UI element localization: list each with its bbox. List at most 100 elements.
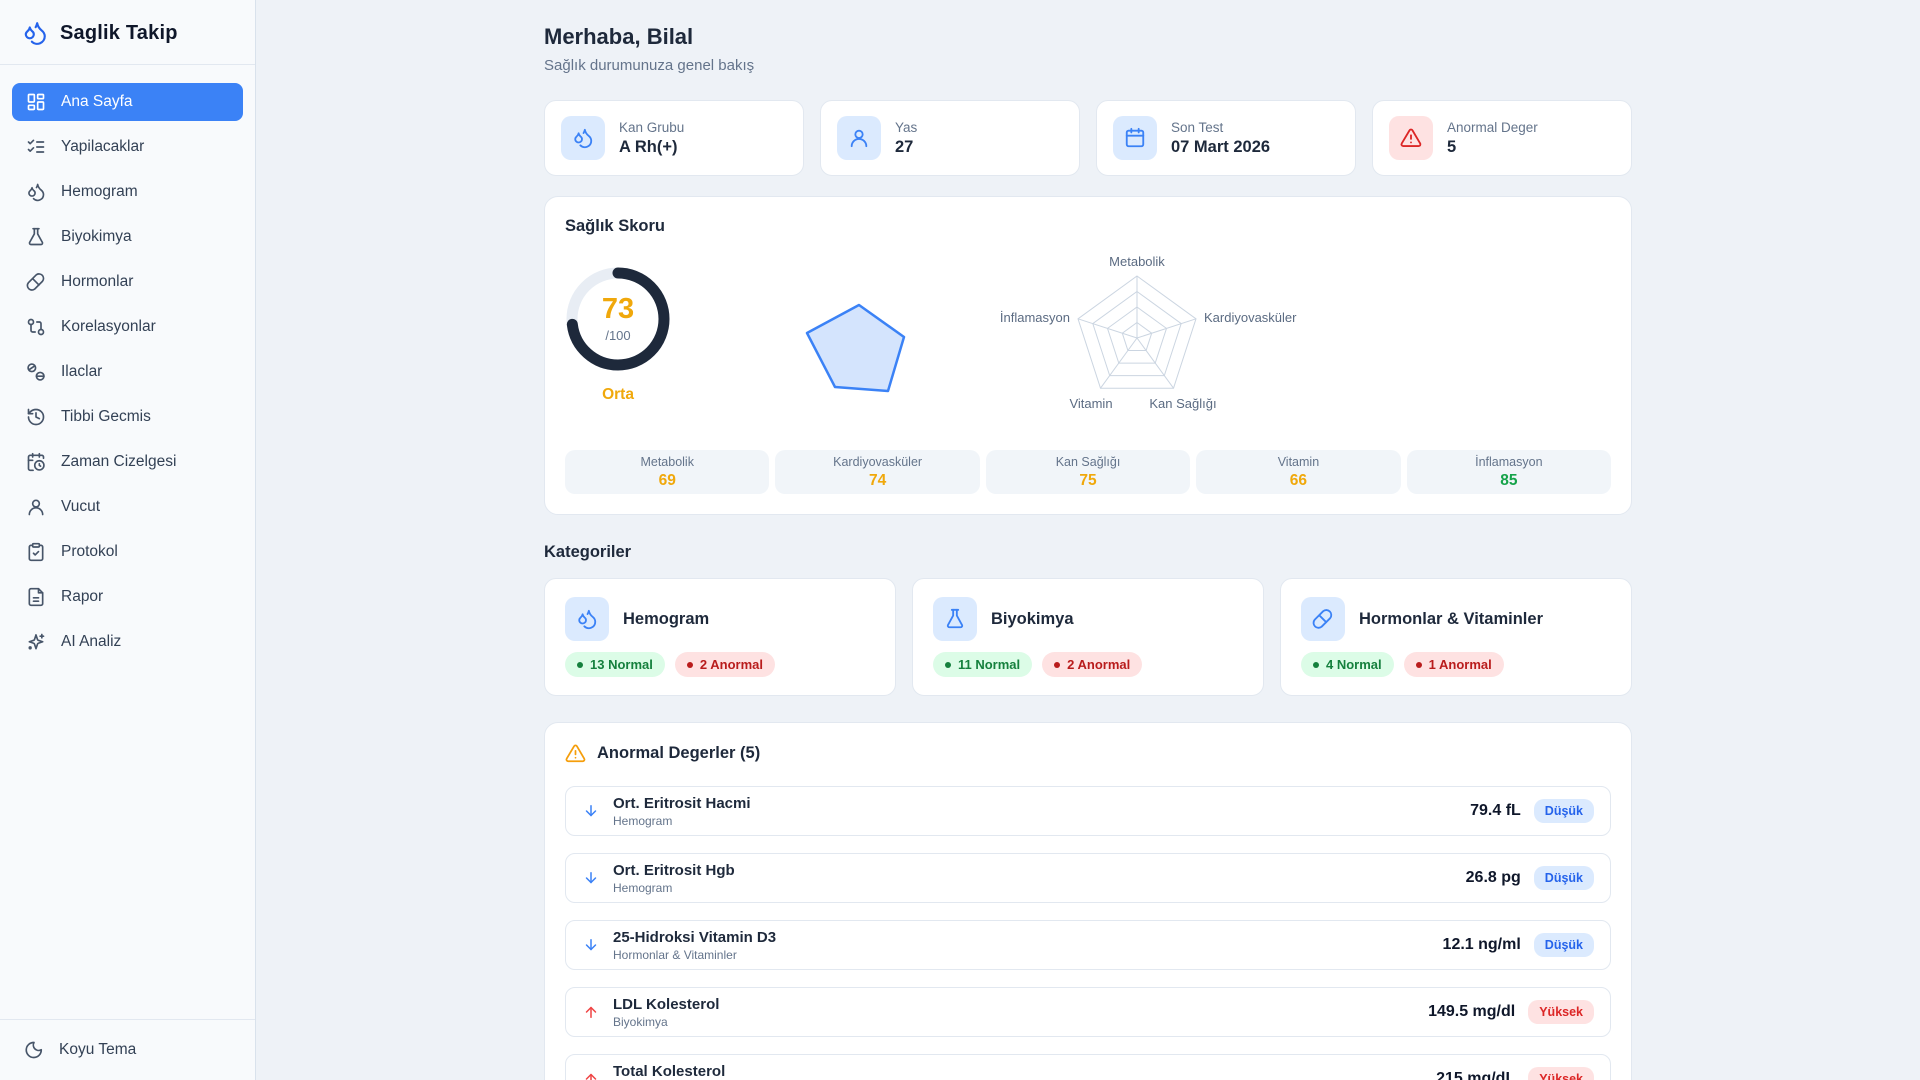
sidebar-item-label: Protokol	[61, 543, 118, 560]
sidebar-item-korelasyonlar[interactable]: Korelasyonlar	[12, 308, 243, 346]
sidebar-item-label: Hormonlar	[61, 273, 134, 290]
stat-cards-row: Kan Grubu A Rh(+) Yas 27	[544, 100, 1632, 176]
sidebar-item-label: Zaman Cizelgesi	[61, 453, 177, 470]
abnormal-row[interactable]: Total Kolesterol Biyokimya 215 mg/dL Yük…	[565, 1054, 1611, 1080]
list-checks-icon	[26, 137, 46, 157]
categories-title: Kategoriler	[544, 543, 632, 561]
stat-label: Anormal Deger	[1447, 119, 1538, 135]
page-subtitle: Sağlık durumunuza genel bakış	[544, 57, 755, 74]
stat-label: Son Test	[1171, 119, 1224, 135]
sidebar-item-label: Tibbi Gecmis	[61, 408, 151, 425]
category-card-hormonlar-vitaminler[interactable]: Hormonlar & Vitaminler 4 Normal 1 Anorma…	[1280, 578, 1632, 696]
stat-label: Kan Grubu	[619, 119, 685, 135]
stat-value: 5	[1447, 137, 1457, 156]
calendar-icon	[1113, 116, 1157, 160]
metric-label: Kardiyovasküler	[833, 454, 923, 469]
abnormal-count-badge: 1 Anormal	[1403, 652, 1504, 677]
flask-icon	[933, 597, 977, 641]
sidebar-item-ai-analiz[interactable]: AI Analiz	[12, 623, 243, 661]
abnormal-row[interactable]: 25-Hidroksi Vitamin D3 Hormonlar & Vitam…	[565, 920, 1611, 970]
theme-toggle-label: Koyu Tema	[59, 1041, 137, 1058]
category-title: Biyokimya	[991, 609, 1074, 628]
sidebar-item-biyokimya[interactable]: Biyokimya	[12, 218, 243, 256]
abnormal-row[interactable]: Ort. Eritrosit Hacmi Hemogram 79.4 fL Dü…	[565, 786, 1611, 836]
droplets-icon	[26, 182, 46, 202]
abnormal-row[interactable]: Ort. Eritrosit Hgb Hemogram 26.8 pg Düşü…	[565, 853, 1611, 903]
sidebar-item-ana-sayfa[interactable]: Ana Sayfa	[12, 83, 243, 121]
sidebar-item-label: Biyokimya	[61, 228, 132, 245]
metric-kardiyovaskuler: Kardiyovasküler 74	[775, 450, 980, 494]
gauge-ring	[566, 267, 670, 370]
sidebar-item-yapilacaklar[interactable]: Yapilacaklar	[12, 128, 243, 166]
radar-label-inflamasyon: İnflamasyon	[1000, 310, 1070, 325]
radar-label-kardiyovaskuler: Kardiyovasküler	[1204, 310, 1297, 325]
app-title: Saglik Takip	[60, 21, 178, 44]
abnormal-name: Total Kolesterol	[613, 1062, 726, 1080]
theme-toggle[interactable]: Koyu Tema	[0, 1019, 255, 1080]
gauge-score: 73	[601, 292, 635, 325]
file-text-icon	[26, 587, 46, 607]
metric-value: 85	[1500, 471, 1518, 489]
flask-icon	[26, 227, 46, 247]
status-badge: Düşük	[1533, 799, 1594, 823]
sidebar-item-rapor[interactable]: Rapor	[12, 578, 243, 616]
abnormal-value: 149.5 mg/dl	[1428, 1003, 1516, 1020]
arrow-up-icon	[582, 1070, 600, 1080]
sidebar-item-label: Korelasyonlar	[61, 318, 156, 335]
abnormal-value: 12.1 ng/ml	[1442, 936, 1521, 953]
sidebar: Saglik Takip Ana Sayfa Yapilacaklar	[0, 0, 256, 1080]
red-dot-icon	[1054, 661, 1061, 668]
sidebar-item-ilaclar[interactable]: Ilaclar	[12, 353, 243, 391]
sidebar-item-label: Ana Sayfa	[61, 93, 133, 110]
droplets-icon	[561, 116, 605, 160]
sidebar-item-zaman-cizelgesi[interactable]: Zaman Cizelgesi	[12, 443, 243, 481]
gauge-max: /100	[605, 327, 631, 343]
category-title: Hemogram	[623, 609, 710, 628]
abnormal-values-title: Anormal Degerler (5)	[597, 744, 761, 762]
abnormal-name: Ort. Eritrosit Hacmi	[613, 794, 751, 812]
category-card-hemogram[interactable]: Hemogram 13 Normal 2 Anormal	[544, 578, 896, 696]
abnormal-row[interactable]: LDL Kolesterol Biyokimya 149.5 mg/dl Yük…	[565, 987, 1611, 1037]
metric-kan-sagligi: Kan Sağlığı 75	[985, 450, 1191, 494]
abnormal-value: 215 mg/dL	[1436, 1070, 1516, 1080]
normal-count-badge: 13 Normal	[565, 652, 665, 677]
red-dot-icon	[1415, 661, 1422, 668]
alert-triangle-icon	[565, 743, 586, 764]
user-icon	[837, 116, 881, 160]
green-dot-icon	[945, 661, 951, 668]
sidebar-item-hormonlar[interactable]: Hormonlar	[12, 263, 243, 301]
green-dot-icon	[577, 661, 583, 668]
sidebar-item-label: AI Analiz	[61, 633, 122, 650]
arrow-up-icon	[582, 1003, 600, 1021]
sidebar-item-vucut[interactable]: Vucut	[12, 488, 243, 526]
stat-value: 07 Mart 2026	[1171, 137, 1271, 156]
pill-icon	[1301, 597, 1345, 641]
abnormal-category: Hormonlar & Vitaminler	[613, 947, 737, 962]
radar-grid-chart: Metabolik Kardiyovasküler Kan Sağlığı Vi…	[1000, 254, 1297, 411]
clipboard-check-icon	[26, 542, 46, 562]
abnormal-category: Hemogram	[613, 813, 673, 828]
abnormal-category: Biyokimya	[613, 1014, 668, 1029]
sidebar-item-label: Vucut	[61, 498, 101, 515]
radar-label-kan-sagligi: Kan Sağlığı	[1149, 396, 1216, 411]
stat-card-kan-grubu: Kan Grubu A Rh(+)	[544, 100, 804, 176]
droplets-icon	[565, 597, 609, 641]
sidebar-item-tibbi-gecmis[interactable]: Tibbi Gecmis	[12, 398, 243, 436]
abnormal-category: Hemogram	[613, 880, 673, 895]
dashboard-icon	[26, 92, 46, 112]
pill-icon	[26, 272, 46, 292]
category-card-biyokimya[interactable]: Biyokimya 11 Normal 2 Anormal	[912, 578, 1264, 696]
sidebar-item-hemogram[interactable]: Hemogram	[12, 173, 243, 211]
sidebar-item-label: Hemogram	[61, 183, 138, 200]
app-logo: Saglik Takip	[0, 0, 255, 65]
stat-value: A Rh(+)	[619, 137, 678, 156]
sidebar-item-protokol[interactable]: Protokol	[12, 533, 243, 571]
abnormal-values-card: Anormal Degerler (5) Ort. Eritrosit Hacm…	[544, 722, 1632, 1080]
metric-label: Metabolik	[640, 454, 694, 469]
tablets-icon	[26, 362, 46, 382]
history-icon	[26, 407, 46, 427]
stat-card-yas: Yas 27	[820, 100, 1080, 176]
status-badge: Düşük	[1533, 933, 1594, 957]
calendar-clock-icon	[26, 452, 46, 472]
abnormal-name: 25-Hidroksi Vitamin D3	[613, 928, 777, 946]
